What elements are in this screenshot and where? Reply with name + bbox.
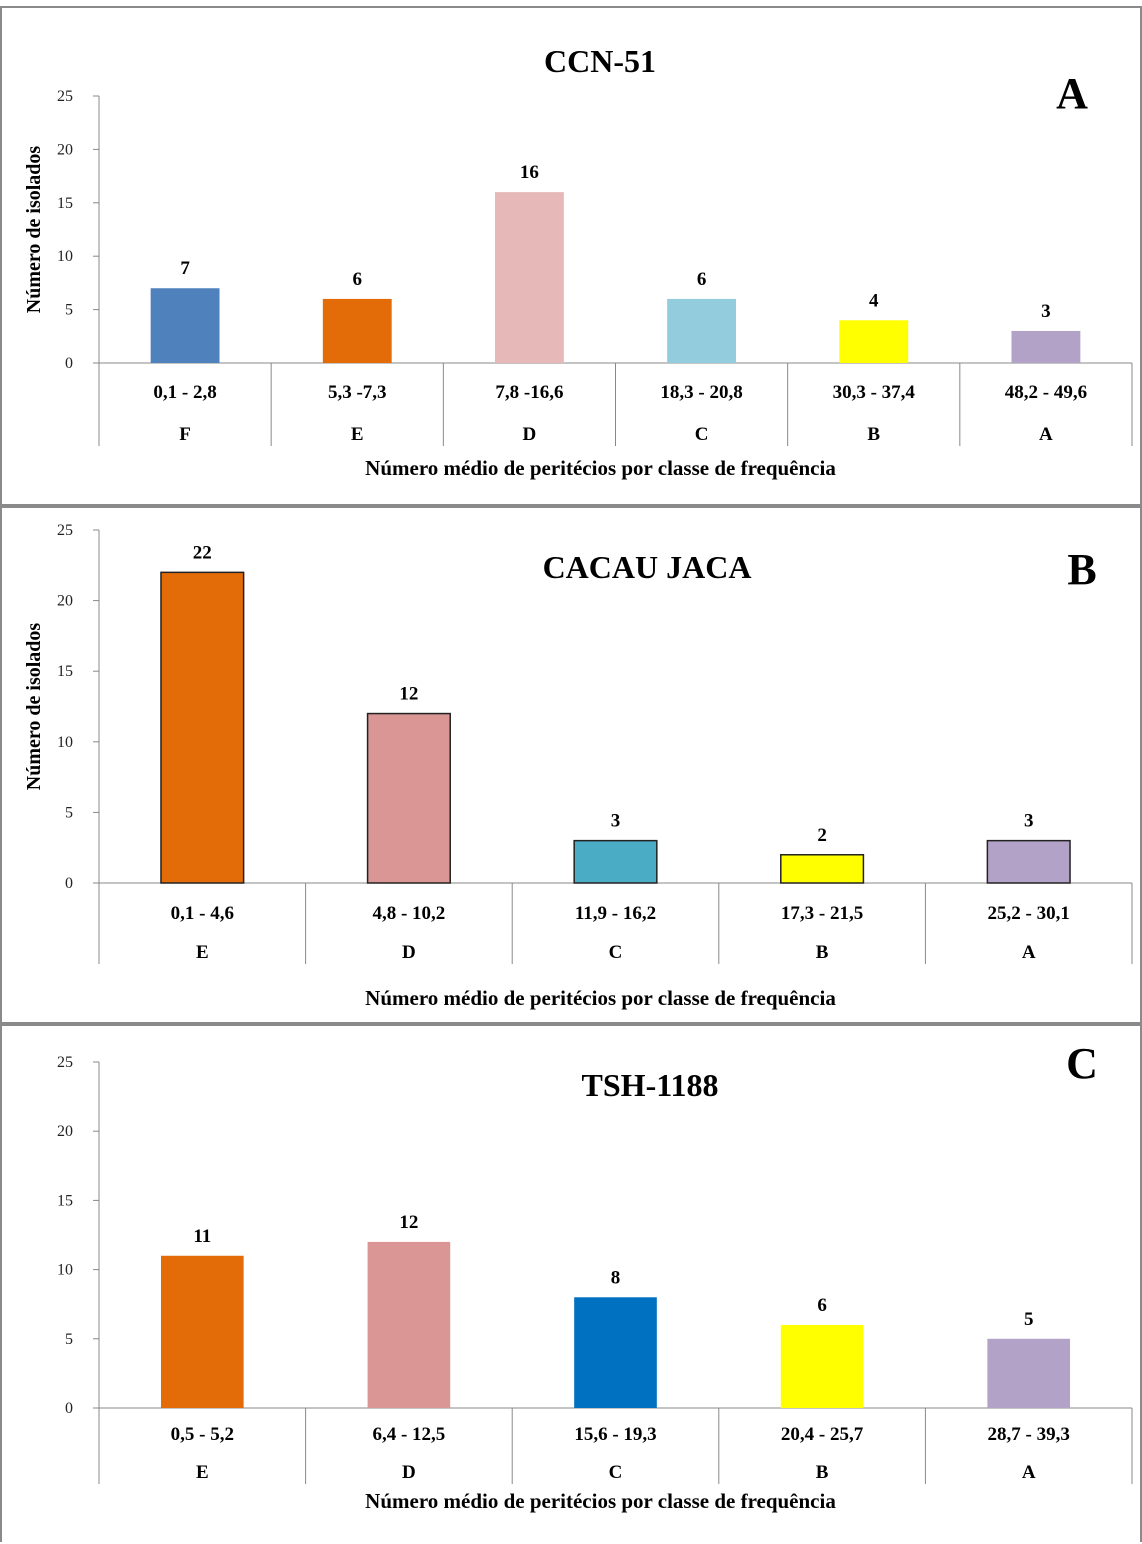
data-label: 3: [1041, 301, 1051, 322]
y-tick-label: 0: [65, 1400, 73, 1417]
bar: [322, 298, 392, 363]
x-group-label: B: [816, 942, 829, 963]
data-label: 16: [520, 162, 539, 183]
y-tick-label: 20: [57, 141, 73, 158]
data-label: 2: [817, 825, 827, 846]
bar: [987, 1338, 1071, 1408]
x-category-label: 0,1 - 2,8: [153, 382, 216, 403]
bar: [494, 192, 564, 363]
chart-title: CACAU JACA: [543, 549, 752, 585]
bar: [574, 1297, 657, 1408]
x-group-label: A: [1039, 424, 1053, 445]
data-label: 6: [353, 269, 363, 290]
x-group-label: A: [1022, 942, 1036, 963]
y-tick-label: 20: [57, 593, 73, 610]
x-group-label: E: [351, 424, 364, 445]
x-group-label: C: [609, 942, 623, 963]
x-axis-label: Número médio de peritécios por classe de…: [365, 1489, 836, 1513]
x-category-label: 18,3 - 20,8: [660, 382, 742, 403]
bar: [986, 839, 1071, 884]
y-tick-label: 5: [65, 302, 73, 319]
y-tick-label: 25: [57, 1054, 73, 1071]
chart-panel-cacau-jaca: CACAU JACA B 0 5 10 15 20 25 Número de isolados 2…: [0, 506, 1142, 1024]
y-tick-label: 25: [57, 88, 73, 105]
chart-panel-ccn51: CCN-51 A 0 5 10 15 20 25 Número de isolados 7 0,1 …: [0, 6, 1142, 506]
y-tick-label: 10: [57, 1262, 73, 1279]
y-tick-label: 5: [65, 804, 73, 821]
chart-ccn51: CCN-51 A 0 5 10 15 20 25 Número de isolados 7 0,1 …: [23, 43, 1133, 480]
chart-panel-tsh1188: TSH-1188 C 0 5 10 15 20 25 11 0,5 - 5,2 E 12 6,4 - 1…: [0, 1024, 1142, 1542]
x-category-label: 48,2 - 49,6: [1005, 382, 1087, 403]
data-label: 6: [817, 1295, 827, 1316]
bar: [573, 839, 658, 884]
panel-letter: C: [1066, 1039, 1098, 1088]
bar: [1011, 330, 1081, 363]
bar: [667, 298, 737, 363]
x-axis-label: Número médio de peritécios por classe de…: [365, 456, 836, 480]
x-group-label: C: [695, 424, 709, 445]
x-category-label: 5,3 -7,3: [328, 382, 387, 403]
x-category-label: 20,4 - 25,7: [781, 1424, 864, 1445]
data-label: 3: [1024, 811, 1034, 832]
bar: [367, 1241, 451, 1408]
bar: [160, 571, 245, 884]
y-tick-label: 15: [57, 663, 73, 680]
data-label: 11: [193, 1226, 211, 1247]
bar: [366, 712, 451, 884]
x-group-label: B: [816, 1462, 829, 1483]
bar: [160, 1255, 244, 1408]
bar: [839, 320, 909, 363]
chart-cacau-jaca: CACAU JACA B 0 5 10 15 20 25 Número de isolados 2…: [23, 522, 1133, 1010]
bar: [780, 854, 865, 884]
data-label: 8: [611, 1267, 621, 1288]
y-tick-label: 10: [57, 734, 73, 751]
x-category-label: 11,9 - 16,2: [575, 903, 656, 924]
x-group-label: B: [867, 424, 880, 445]
x-group-label: D: [402, 1462, 416, 1483]
x-group-label: E: [196, 942, 209, 963]
x-category-label: 15,6 - 19,3: [574, 1424, 656, 1445]
y-tick-label: 15: [57, 195, 73, 212]
x-axis-label: Número médio de peritécios por classe de…: [365, 986, 836, 1010]
x-group-label: D: [523, 424, 537, 445]
x-category-label: 17,3 - 21,5: [781, 903, 863, 924]
y-tick-label: 20: [57, 1123, 73, 1140]
y-axis-label: Número de isolados: [23, 623, 45, 791]
x-category-label: 28,7 - 39,3: [988, 1424, 1070, 1445]
data-label: 4: [869, 290, 879, 311]
bar: [780, 1324, 864, 1408]
x-group-label: E: [196, 1462, 209, 1483]
chart-tsh1188: TSH-1188 C 0 5 10 15 20 25 11 0,5 - 5,2 E 12 6,4 - 1…: [57, 1039, 1133, 1513]
x-category-label: 0,5 - 5,2: [171, 1424, 234, 1445]
x-category-label: 7,8 -16,6: [495, 382, 563, 403]
y-tick-label: 0: [65, 875, 73, 892]
data-label: 12: [399, 684, 418, 705]
bar: [150, 288, 220, 363]
data-label: 22: [193, 542, 212, 563]
x-category-label: 0,1 - 4,6: [171, 903, 234, 924]
chart-title: CCN-51: [544, 43, 656, 79]
chart-title: TSH-1188: [582, 1067, 719, 1103]
y-axis-label: Número de isolados: [23, 146, 45, 314]
data-label: 12: [399, 1212, 418, 1233]
x-category-label: 6,4 - 12,5: [372, 1424, 445, 1445]
x-category-label: 25,2 - 30,1: [988, 903, 1070, 924]
x-group-label: F: [179, 424, 191, 445]
data-label: 3: [611, 811, 621, 832]
panel-letter: B: [1067, 545, 1096, 594]
panel-letter: A: [1056, 69, 1088, 118]
y-tick-label: 5: [65, 1331, 73, 1348]
x-group-label: C: [609, 1462, 623, 1483]
y-tick-label: 15: [57, 1192, 73, 1209]
data-label: 6: [697, 269, 707, 290]
x-group-label: A: [1022, 1462, 1036, 1483]
y-tick-label: 0: [65, 355, 73, 372]
data-label: 7: [180, 258, 190, 279]
x-category-label: 30,3 - 37,4: [833, 382, 916, 403]
x-category-label: 4,8 - 10,2: [372, 903, 445, 924]
data-label: 5: [1024, 1309, 1034, 1330]
x-group-label: D: [402, 942, 416, 963]
y-tick-label: 10: [57, 248, 73, 265]
y-tick-label: 25: [57, 522, 73, 539]
